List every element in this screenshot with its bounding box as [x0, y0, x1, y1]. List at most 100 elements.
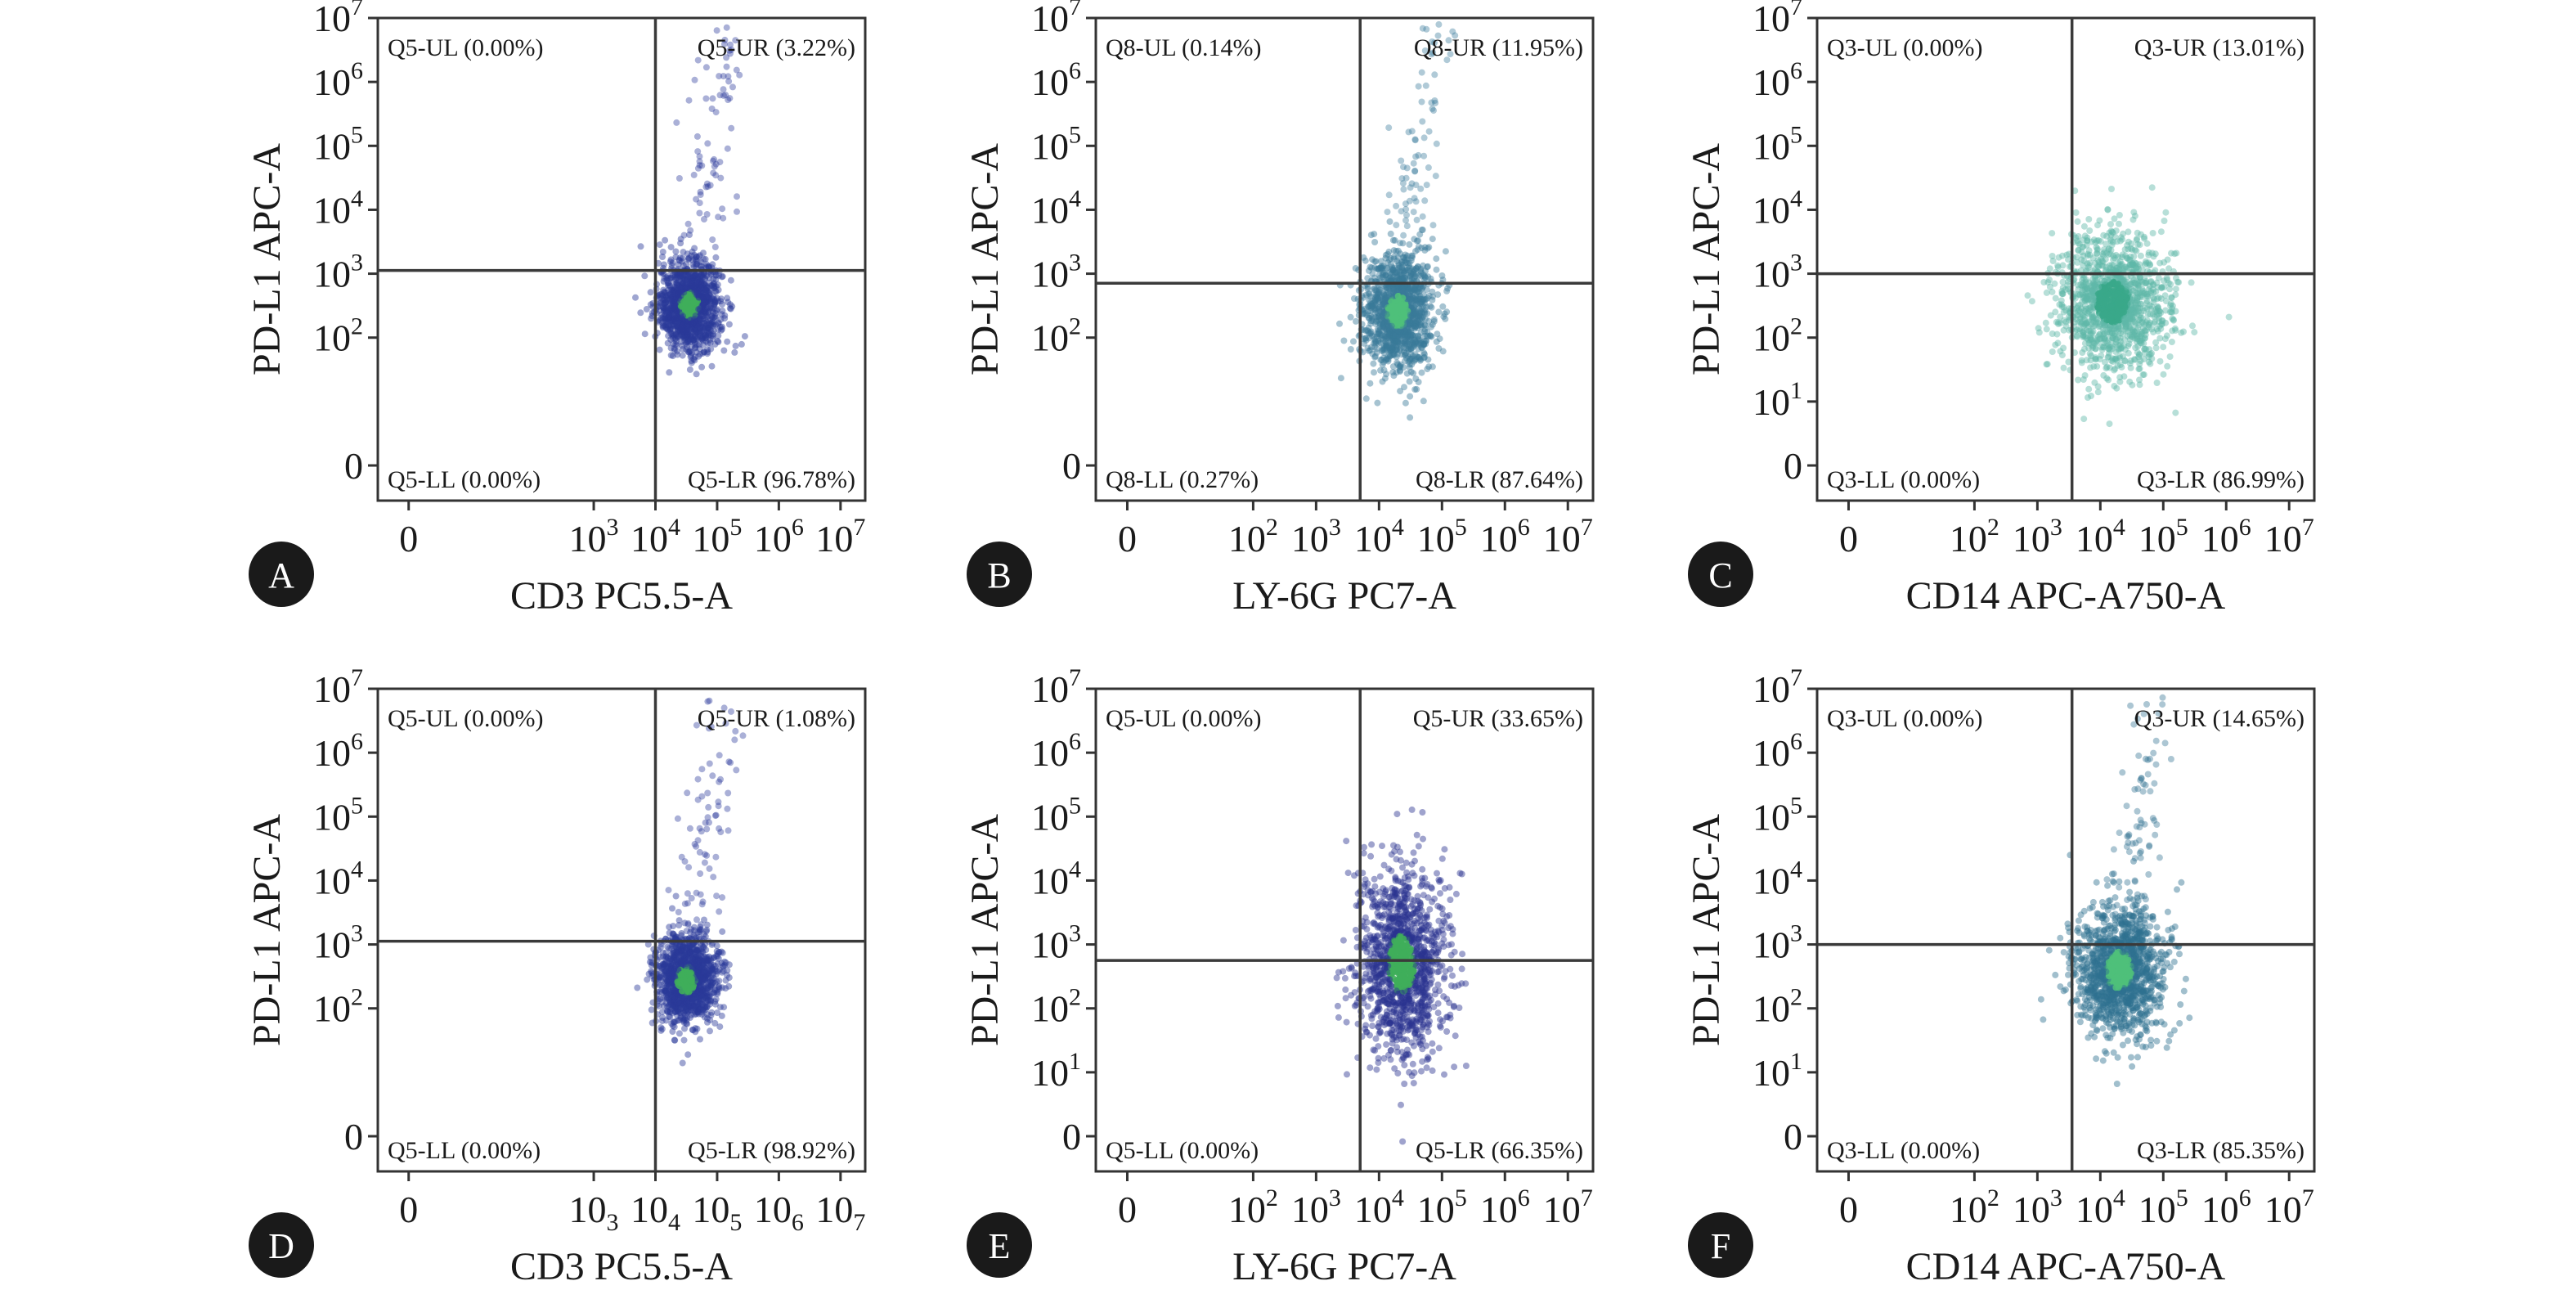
plot-frame	[376, 16, 867, 502]
event-dot	[1411, 137, 1419, 144]
event-dot	[1421, 351, 1428, 358]
event-dot	[2112, 233, 2119, 240]
event-dot	[719, 301, 725, 308]
event-dot	[2104, 353, 2112, 361]
event-dot	[702, 95, 710, 102]
panel-letter: B	[987, 555, 1011, 596]
event-dot	[2138, 294, 2146, 301]
event-dot	[678, 338, 684, 345]
event-dot	[685, 255, 693, 263]
event-dot	[718, 311, 725, 318]
event-dot	[1379, 292, 1386, 299]
event-dot	[2154, 284, 2161, 291]
event-dot	[712, 109, 720, 116]
event-dot	[712, 160, 720, 168]
event-dot	[1427, 275, 1434, 282]
event-dot	[1403, 211, 1410, 218]
event-dot	[680, 274, 687, 281]
quadrant-label-ll: Q3-LL (0.00%)	[1827, 466, 1980, 493]
event-dot	[1429, 222, 1437, 229]
event-dot	[2082, 280, 2089, 287]
event-dot	[720, 86, 727, 93]
event-dot	[675, 333, 683, 340]
event-dot	[1399, 294, 1407, 302]
event-dot	[673, 119, 680, 126]
y-tick-label: 103	[1031, 249, 1081, 295]
event-dot	[713, 27, 720, 34]
event-dot	[1402, 357, 1408, 365]
event-dot	[1407, 270, 1415, 277]
event-dot	[2109, 345, 2116, 353]
event-dot	[1432, 173, 1439, 180]
event-dot	[2108, 186, 2115, 192]
event-dot	[632, 294, 639, 301]
event-dot	[667, 307, 675, 314]
event-dot	[659, 292, 666, 299]
event-dot	[1424, 245, 1431, 252]
event-dot	[689, 322, 696, 329]
event-dot	[705, 324, 712, 331]
event-dot	[647, 301, 654, 308]
event-dot	[673, 342, 680, 349]
event-dot	[683, 261, 690, 268]
quadrant-label-ul: Q8-UL (0.14%)	[1106, 34, 1262, 61]
event-dot	[701, 312, 708, 320]
event-dot	[1371, 239, 1379, 245]
event-dot	[2113, 384, 2120, 392]
event-dot	[668, 318, 675, 326]
event-dot	[665, 280, 672, 287]
event-dot	[1403, 222, 1411, 230]
event-dot	[704, 328, 711, 335]
event-dot	[721, 315, 729, 322]
event-dot	[1367, 380, 1374, 387]
event-dot	[668, 317, 675, 324]
event-dot	[731, 348, 738, 356]
event-dot	[664, 292, 671, 299]
event-dot	[1401, 274, 1408, 281]
event-dot	[661, 314, 668, 321]
event-dot	[686, 283, 693, 290]
event-dot	[2125, 349, 2132, 357]
event-dot	[712, 272, 720, 279]
event-dot	[2065, 256, 2071, 263]
event-dot	[708, 362, 716, 370]
event-dot	[662, 300, 669, 308]
event-dot	[675, 279, 682, 286]
event-dot	[723, 24, 730, 31]
event-dot	[690, 274, 697, 281]
event-dot	[685, 284, 693, 291]
event-dot	[684, 250, 691, 258]
event-dot	[2153, 380, 2161, 386]
event-dot	[1430, 107, 1437, 115]
event-dot	[674, 323, 681, 330]
event-dot	[682, 285, 689, 292]
event-dot	[2129, 330, 2137, 338]
event-dot	[704, 325, 711, 332]
y-tick-label: 103	[313, 249, 363, 295]
event-dot	[669, 315, 676, 322]
event-dot	[2095, 237, 2103, 244]
event-dot	[1411, 386, 1419, 393]
event-dot	[669, 332, 676, 339]
event-dot	[1440, 313, 1447, 321]
event-dot	[719, 205, 726, 213]
event-dot	[705, 263, 712, 270]
event-dot	[2112, 291, 2119, 299]
event-dot	[2157, 228, 2165, 236]
event-dot	[724, 294, 731, 302]
event-dot	[667, 286, 675, 294]
event-dot	[667, 336, 675, 344]
event-dot	[734, 208, 740, 215]
event-dot	[697, 292, 704, 299]
event-dot	[710, 275, 717, 282]
event-dot	[2124, 241, 2131, 249]
event-dot	[2129, 381, 2136, 389]
event-dot	[703, 299, 711, 306]
event-dot	[684, 220, 692, 227]
event-dot	[684, 294, 691, 302]
event-dot	[2074, 218, 2081, 225]
event-dot	[659, 313, 666, 321]
event-dot	[662, 236, 669, 244]
x-tick-label: 0	[1118, 518, 1137, 560]
event-dot	[709, 95, 716, 102]
